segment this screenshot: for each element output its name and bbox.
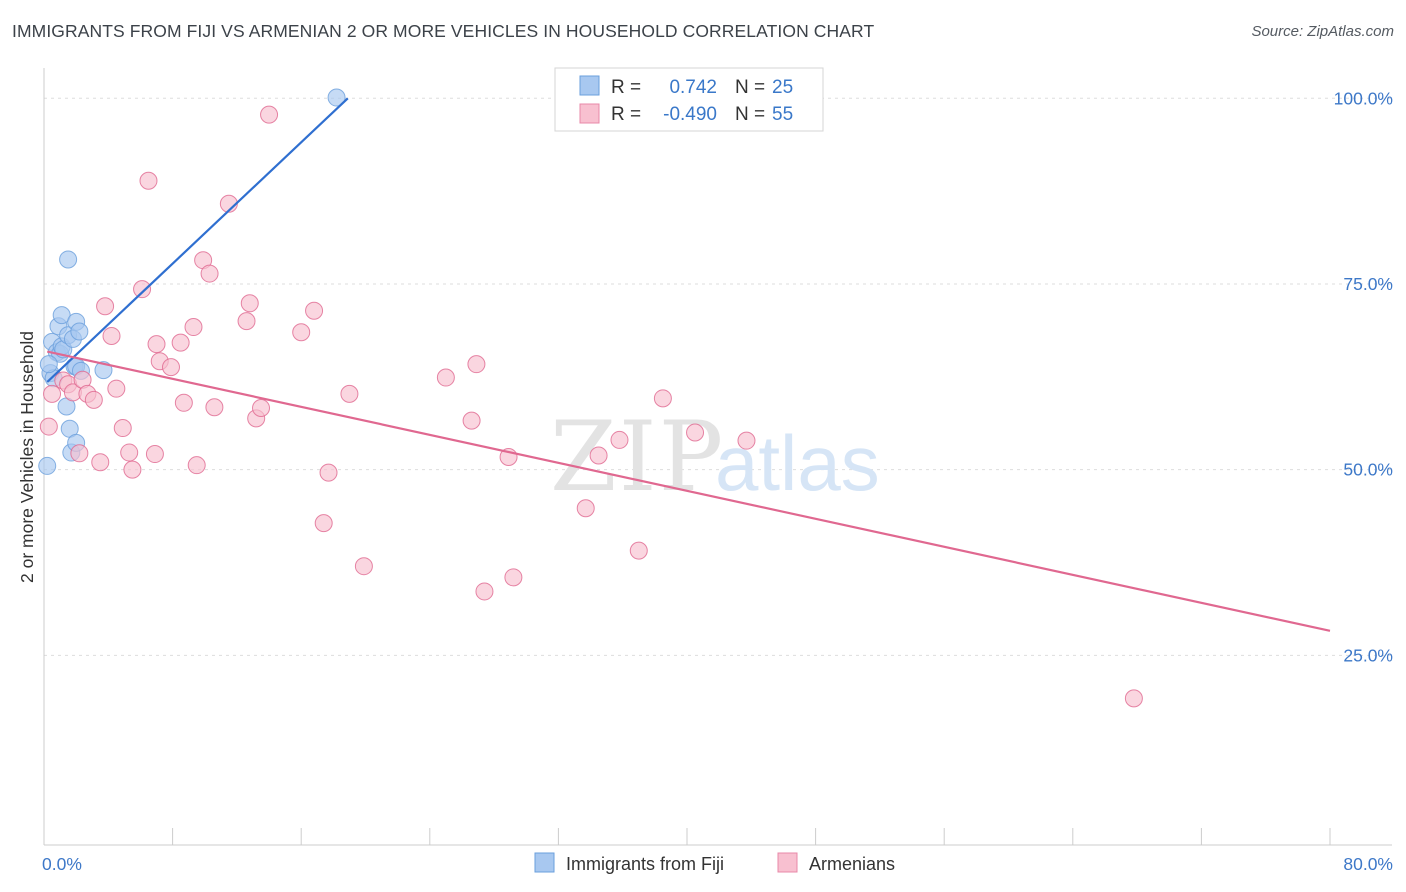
trend-lines xyxy=(46,97,1331,632)
data-point xyxy=(205,398,224,417)
data-point xyxy=(174,393,193,412)
grid-lines xyxy=(44,97,1392,656)
data-point xyxy=(653,389,672,408)
data-point xyxy=(43,384,62,403)
data-point xyxy=(1124,689,1143,708)
y-tick-labels: 25.0% 50.0% 75.0% 100.0% xyxy=(1334,88,1393,665)
data-point xyxy=(240,294,259,313)
y-tick-label: 25.0% xyxy=(1343,645,1393,665)
bottom-legend-label-fiji: Immigrants from Fiji xyxy=(566,854,724,874)
data-point xyxy=(354,557,373,576)
data-point xyxy=(340,384,359,403)
data-point xyxy=(327,88,346,107)
legend-r-value-armenians: -0.490 xyxy=(663,104,717,125)
data-point xyxy=(589,446,608,465)
x-tick-label-min: 0.0% xyxy=(42,854,82,874)
legend-swatch-armenians xyxy=(579,103,600,124)
data-point xyxy=(462,411,481,430)
data-point xyxy=(305,301,324,320)
legend-r-label-fiji: R = xyxy=(611,77,641,98)
data-point xyxy=(107,379,126,398)
data-point xyxy=(84,390,103,409)
data-point xyxy=(610,430,629,449)
series-armenians xyxy=(39,105,1143,708)
y-tick-label: 75.0% xyxy=(1343,274,1393,294)
series-immigrants-from-fiji xyxy=(38,88,346,475)
data-point xyxy=(504,568,523,587)
legend-n-value-armenians: 55 xyxy=(772,104,793,125)
bottom-legend: Immigrants from Fiji Armenians xyxy=(534,852,895,874)
data-point xyxy=(59,250,78,269)
data-point xyxy=(629,541,648,560)
y-tick-label: 100.0% xyxy=(1334,88,1393,108)
data-point xyxy=(39,355,58,374)
data-point xyxy=(686,423,705,442)
data-point xyxy=(184,318,203,337)
x-tick-label-max: 80.0% xyxy=(1343,854,1393,874)
data-point xyxy=(252,398,271,417)
data-point xyxy=(467,355,486,374)
watermark: ZIP atlas xyxy=(550,401,880,513)
data-point xyxy=(161,358,180,377)
data-point xyxy=(200,264,219,283)
data-point xyxy=(102,326,121,345)
data-point xyxy=(171,333,190,352)
data-point xyxy=(147,335,166,354)
watermark-zip: ZIP xyxy=(550,401,725,513)
bottom-legend-swatch-fiji xyxy=(534,852,555,873)
data-point xyxy=(91,453,110,472)
data-point xyxy=(436,368,455,387)
data-point xyxy=(38,456,57,475)
watermark-atlas: atlas xyxy=(715,419,880,507)
data-point xyxy=(70,444,89,463)
data-point xyxy=(145,445,164,464)
legend-r-value-fiji: 0.742 xyxy=(669,77,717,98)
y-tick-label: 50.0% xyxy=(1343,460,1393,480)
data-point xyxy=(39,417,58,436)
data-point xyxy=(292,323,311,342)
y-axis-label: 2 or more Vehicles in Household xyxy=(17,331,37,583)
data-point xyxy=(319,463,338,482)
data-point xyxy=(187,456,206,475)
data-point xyxy=(133,280,152,299)
legend-n-value-fiji: 25 xyxy=(772,77,793,98)
data-point xyxy=(237,312,256,331)
source-label: Source: ZipAtlas.com xyxy=(1251,23,1394,40)
legend-r-label-armenians: R = xyxy=(611,104,641,125)
data-point xyxy=(70,322,89,341)
trend-line xyxy=(46,97,349,383)
legend-n-label-fiji: N = xyxy=(735,77,765,98)
trend-line xyxy=(46,350,1331,632)
x-tick-marks xyxy=(43,828,1331,845)
bottom-legend-label-armenians: Armenians xyxy=(809,854,895,874)
legend-box: R = 0.742 N = 25 R = -0.490 N = 55 xyxy=(554,67,824,132)
legend-n-label-armenians: N = xyxy=(735,104,765,125)
data-point xyxy=(96,297,115,316)
data-point xyxy=(475,582,494,601)
data-point xyxy=(737,431,756,450)
data-point xyxy=(94,361,113,380)
data-point xyxy=(260,105,279,124)
legend-swatch-fiji xyxy=(579,75,600,96)
data-point xyxy=(120,443,139,462)
data-point xyxy=(139,171,158,190)
data-point xyxy=(123,460,142,479)
chart-title: IMMIGRANTS FROM FIJI VS ARMENIAN 2 OR MO… xyxy=(12,21,875,41)
data-point xyxy=(314,514,333,533)
data-point xyxy=(113,419,132,438)
data-point xyxy=(576,499,595,518)
bottom-legend-swatch-armenians xyxy=(777,852,798,873)
